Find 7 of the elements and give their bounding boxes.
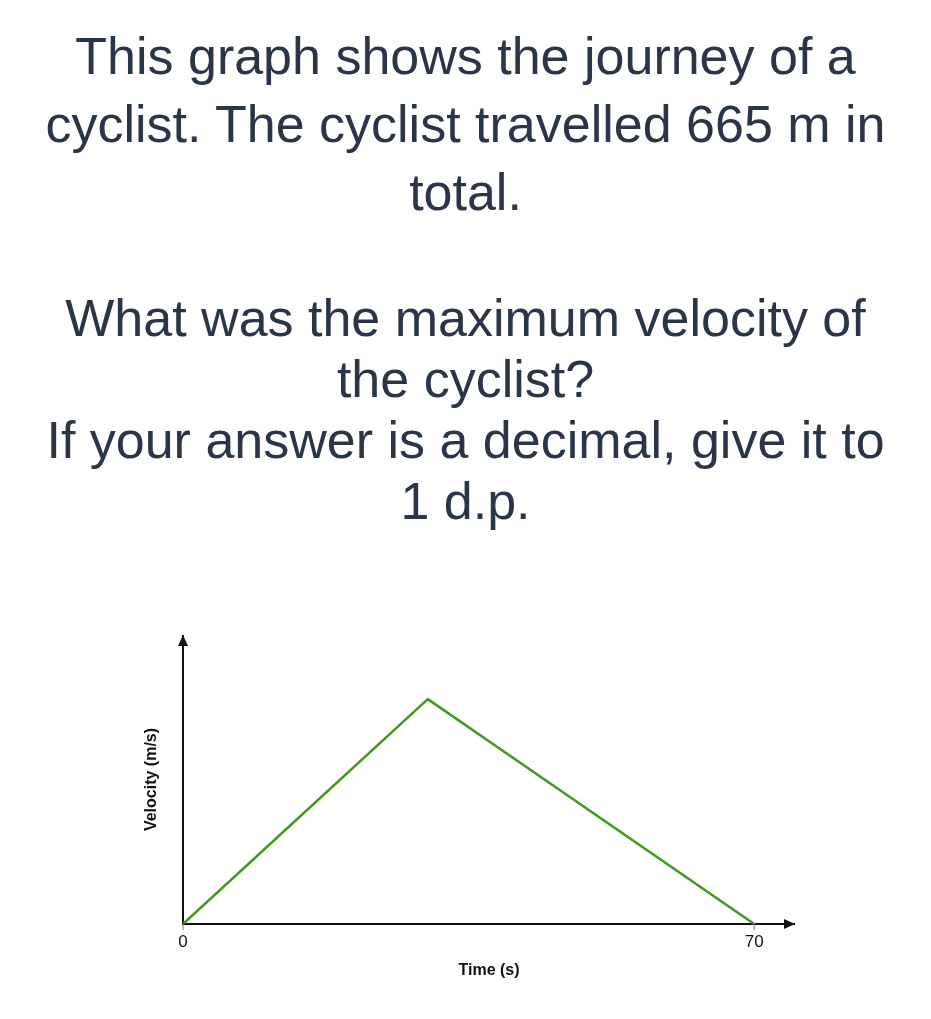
y-axis-title: Velocity (m/s) xyxy=(142,727,160,832)
x-tick-label: 70 xyxy=(744,931,764,951)
text: If your answer is a decimal, give it to 1 d.p. xyxy=(45,410,886,532)
chart-subtitle: What was the maximum velocity of the cyclist? xyxy=(64,288,867,410)
chart-title: This graph shows the journey of a cyclist. The cyclist travelled 665 m in total. xyxy=(44,26,887,223)
x-axis-title: Time (s) xyxy=(458,960,520,978)
x-tick-label: 0 xyxy=(178,931,188,951)
